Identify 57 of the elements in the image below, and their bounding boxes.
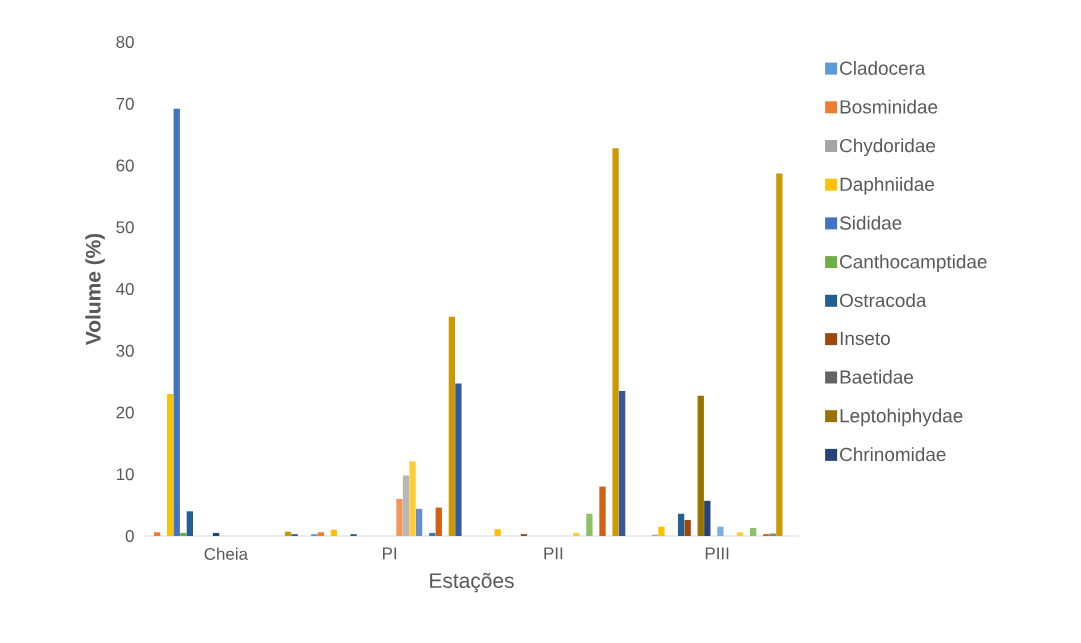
y-tick-label: 70 [116,97,134,110]
bar [776,173,783,536]
bar [586,513,593,536]
bar [317,532,324,536]
bar [330,529,338,536]
y-tick-label: 0 [125,530,134,542]
bar [677,513,685,536]
bar [573,532,580,536]
bar [455,383,462,536]
y-tick-label: 60 [116,159,134,172]
legend-label: Leptohiphydae [840,408,963,427]
legend-label: Chrinomidae [840,447,946,462]
bar [736,532,744,536]
x-tick-label: PI [383,547,397,560]
y-tick-label: 30 [116,344,134,357]
bar [612,148,619,536]
y-tick-label: 50 [116,221,134,234]
bar [684,519,691,536]
legend-label: Ostracoda [840,293,927,308]
y-tick-label: 20 [116,406,134,419]
bar [448,316,455,536]
bar [717,526,724,536]
bar [153,532,161,536]
legend-label: Cladocera [840,61,926,75]
bar [619,390,626,536]
x-axis-title: Estações [430,572,514,593]
legend-label: Inseto [840,331,890,346]
bar [435,507,442,536]
x-tick-label: PIII [705,547,729,560]
bar [415,508,423,536]
bar [429,532,436,536]
bar [212,532,220,536]
y-tick-label: 80 [116,36,134,48]
legend-label: Canthocamptidae [840,254,987,273]
bar [704,500,711,536]
bar [173,108,180,536]
x-tick-label: Cheia [204,547,248,560]
legend-label: Baetidae [840,369,913,384]
bar [180,532,187,536]
bar [750,527,757,536]
legend-label: Daphniidae [840,177,935,195]
legend-label: Chydoridae [840,138,936,157]
bar [697,395,704,536]
bar [658,526,665,536]
bar [167,393,174,536]
bar [599,486,606,536]
bar [396,498,403,536]
y-tick-label: 10 [116,468,134,481]
legend-label: Bosminidae [840,99,938,114]
legend-label: Sididae [839,215,902,230]
bar [409,461,416,536]
bar [494,529,501,536]
x-tick-label: PII [544,547,563,560]
bar [186,511,193,536]
y-tick-label: 40 [116,283,134,295]
bar [402,475,410,536]
y-axis-title: Volume (%) [85,233,105,346]
